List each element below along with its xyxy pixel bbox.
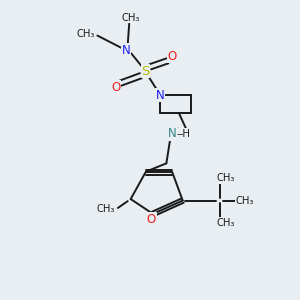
Text: S: S (141, 65, 150, 78)
Text: O: O (147, 213, 156, 226)
Text: CH₃: CH₃ (217, 218, 235, 228)
Text: N: N (168, 127, 177, 140)
Text: CH₃: CH₃ (122, 13, 140, 23)
Text: CH₃: CH₃ (77, 29, 95, 39)
Text: ‒H: ‒H (177, 129, 190, 139)
Text: O: O (168, 50, 177, 63)
Text: N: N (122, 44, 130, 57)
Text: CH₃: CH₃ (217, 173, 235, 183)
Text: O: O (111, 81, 120, 94)
Text: CH₃: CH₃ (96, 204, 115, 214)
Text: N: N (156, 88, 165, 101)
Text: CH₃: CH₃ (236, 196, 254, 206)
